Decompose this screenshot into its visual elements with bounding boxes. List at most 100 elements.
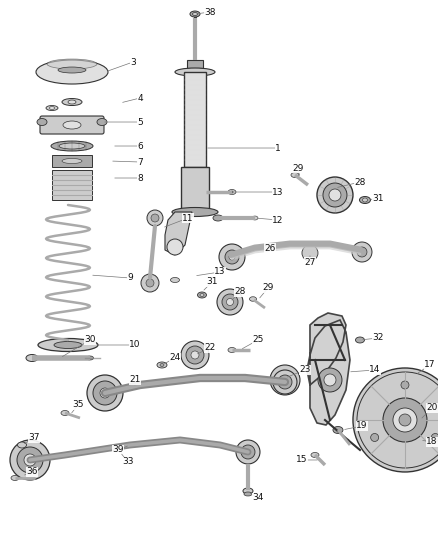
Circle shape	[17, 447, 43, 473]
Ellipse shape	[291, 173, 299, 177]
Circle shape	[151, 214, 159, 222]
Circle shape	[393, 408, 417, 432]
Circle shape	[353, 368, 438, 472]
Circle shape	[329, 189, 341, 201]
Text: 11: 11	[182, 214, 194, 222]
Ellipse shape	[11, 475, 19, 480]
Text: 14: 14	[369, 366, 381, 375]
Text: 15: 15	[296, 456, 308, 464]
Ellipse shape	[54, 342, 82, 349]
Text: 3: 3	[130, 58, 136, 67]
Ellipse shape	[63, 121, 81, 129]
Circle shape	[219, 244, 245, 270]
Text: 30: 30	[84, 335, 96, 344]
Text: 37: 37	[28, 433, 40, 442]
Ellipse shape	[252, 216, 258, 220]
Text: 38: 38	[204, 7, 216, 17]
Text: 39: 39	[112, 446, 124, 455]
Text: 10: 10	[129, 341, 141, 350]
Ellipse shape	[243, 488, 253, 494]
Ellipse shape	[333, 426, 343, 433]
Circle shape	[282, 379, 288, 385]
Text: 9: 9	[127, 273, 133, 282]
FancyBboxPatch shape	[184, 72, 206, 167]
Ellipse shape	[86, 356, 93, 360]
Circle shape	[276, 371, 294, 389]
Circle shape	[236, 440, 260, 464]
Ellipse shape	[192, 12, 198, 15]
Ellipse shape	[62, 158, 82, 164]
Ellipse shape	[49, 107, 54, 109]
Ellipse shape	[47, 59, 97, 69]
FancyBboxPatch shape	[181, 167, 209, 212]
Text: 13: 13	[214, 268, 226, 277]
Circle shape	[186, 346, 204, 364]
Text: 5: 5	[137, 117, 143, 126]
Ellipse shape	[311, 453, 319, 457]
Circle shape	[147, 210, 163, 226]
Ellipse shape	[228, 190, 236, 195]
Text: 27: 27	[304, 257, 316, 266]
Circle shape	[191, 351, 199, 359]
FancyBboxPatch shape	[40, 116, 104, 134]
Text: 36: 36	[26, 467, 38, 477]
FancyBboxPatch shape	[187, 60, 203, 68]
Ellipse shape	[175, 68, 215, 76]
Circle shape	[317, 177, 353, 213]
Circle shape	[278, 375, 292, 389]
Circle shape	[226, 298, 233, 305]
Ellipse shape	[213, 215, 223, 221]
Text: 12: 12	[272, 215, 284, 224]
Ellipse shape	[244, 492, 252, 496]
Text: 28: 28	[234, 287, 246, 296]
Text: 18: 18	[426, 438, 438, 447]
Text: 21: 21	[129, 375, 141, 384]
Ellipse shape	[360, 197, 371, 204]
Text: 35: 35	[72, 400, 84, 409]
Ellipse shape	[36, 60, 108, 84]
Text: 24: 24	[170, 353, 180, 362]
Ellipse shape	[18, 442, 26, 448]
Ellipse shape	[37, 118, 47, 125]
Circle shape	[281, 376, 289, 384]
Circle shape	[401, 381, 409, 389]
Circle shape	[324, 374, 336, 386]
Circle shape	[222, 294, 238, 310]
Circle shape	[141, 274, 159, 292]
Circle shape	[273, 370, 297, 394]
Text: 1: 1	[275, 143, 281, 152]
Ellipse shape	[157, 362, 167, 368]
Text: 32: 32	[372, 334, 384, 343]
Circle shape	[399, 414, 411, 426]
Circle shape	[241, 445, 255, 459]
Text: 22: 22	[205, 343, 215, 352]
Circle shape	[229, 254, 235, 260]
Polygon shape	[165, 212, 192, 255]
Ellipse shape	[58, 67, 86, 73]
Text: 28: 28	[354, 177, 366, 187]
Text: 33: 33	[122, 457, 134, 466]
Ellipse shape	[228, 348, 236, 352]
Ellipse shape	[61, 410, 69, 416]
Ellipse shape	[51, 141, 93, 151]
Text: 29: 29	[292, 164, 304, 173]
Circle shape	[225, 250, 239, 264]
Circle shape	[302, 245, 318, 261]
Circle shape	[323, 183, 347, 207]
Ellipse shape	[59, 143, 85, 149]
Text: 25: 25	[252, 335, 264, 344]
Ellipse shape	[68, 100, 76, 104]
Circle shape	[352, 242, 372, 262]
Text: 17: 17	[424, 360, 436, 369]
Ellipse shape	[198, 292, 206, 298]
Circle shape	[167, 239, 183, 255]
Ellipse shape	[62, 99, 82, 106]
Ellipse shape	[363, 198, 367, 202]
Circle shape	[217, 289, 243, 315]
Ellipse shape	[250, 297, 257, 301]
Text: 26: 26	[264, 244, 276, 253]
Ellipse shape	[356, 337, 364, 343]
Text: 23: 23	[299, 366, 311, 375]
Ellipse shape	[97, 118, 107, 125]
Ellipse shape	[190, 11, 200, 17]
